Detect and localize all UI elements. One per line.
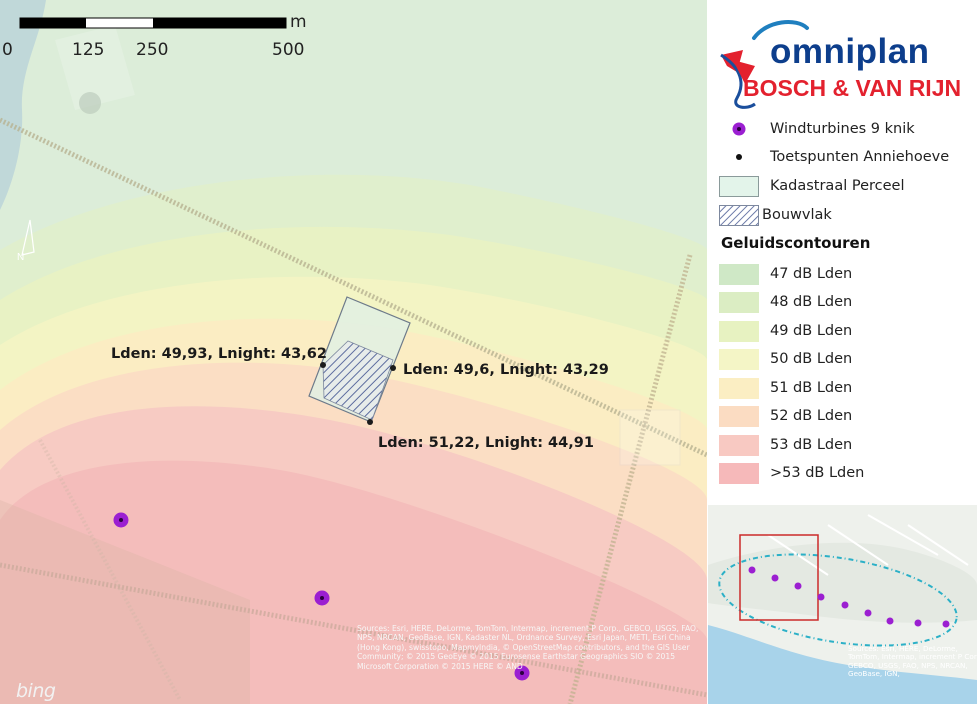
legend-contour-52: 52 dB Lden	[719, 405, 852, 427]
toetspunt-label-2: Lden: 49,6, Lnight: 43,29	[403, 362, 609, 378]
noise-contour-map[interactable]: m 0 125 250 500 N Lden: 49,93, Lnight: 4…	[0, 0, 707, 704]
legend-item-kadastraal-perceel: Kadastraal Perceel	[719, 175, 904, 197]
contour-swatch-gt53	[719, 462, 759, 484]
overview-inset-map[interactable]: Sources: Esri, HERE, DeLorme, TomTom, In…	[708, 505, 977, 704]
omniplan-logo-icon	[720, 20, 809, 109]
legend-contour-gt53: >53 dB Lden	[719, 462, 864, 484]
contour-gt53	[0, 460, 707, 704]
purple-dot-icon	[719, 119, 759, 140]
legend-contour-53: 53 dB Lden	[719, 434, 852, 456]
scalebar-unit: m	[290, 12, 307, 32]
inset-map-layers	[708, 505, 977, 704]
legend-contour-49: 49 dB Lden	[719, 320, 852, 342]
toetspunt-3	[367, 419, 373, 425]
contour-swatch-50	[719, 348, 759, 370]
black-dot-icon	[719, 147, 759, 168]
contour-swatch-53	[719, 434, 759, 456]
legend-contour-48: 48 dB Lden	[719, 291, 852, 313]
bouwvlak	[322, 340, 394, 421]
legend-heading-geluidscontouren: Geluidscontouren	[721, 234, 871, 252]
north-arrow-label: N	[17, 252, 25, 263]
legend-item-bouwvlak: Bouwvlak	[719, 204, 832, 226]
legend-contour-51: 51 dB Lden	[719, 377, 852, 399]
contour-swatch-47	[719, 263, 759, 285]
hatch-swatch-icon	[719, 204, 759, 226]
toetspunt-1	[320, 362, 326, 368]
contour-swatch-49	[719, 320, 759, 342]
bing-logo: bing	[16, 680, 56, 702]
legend-panel: omniplan BOSCH & VAN RIJN Windturbines 9…	[707, 0, 977, 520]
inset-attribution: Sources: Esri, HERE, DeLorme, TomTom, In…	[848, 644, 977, 679]
contour-swatch-51	[719, 377, 759, 399]
legend-item-toetspunten: Toetspunten Anniehoeve	[719, 146, 949, 168]
toetspunt-label-3: Lden: 51,22, Lnight: 44,91	[378, 435, 594, 451]
logo-text-bosch-van-rijn: BOSCH & VAN RIJN	[743, 75, 962, 101]
contour-swatch-48	[719, 291, 759, 313]
logo-text-omniplan: omniplan	[770, 32, 930, 71]
toetspunt-2	[390, 365, 396, 371]
legend-contour-47: 47 dB Lden	[719, 263, 852, 285]
toetspunt-label-1: Lden: 49,93, Lnight: 43,62	[111, 346, 327, 362]
map-layers	[0, 0, 707, 704]
scalebar-tick-250: 250	[136, 40, 169, 60]
map-attribution: Sources: Esri, HERE, DeLorme, TomTom, In…	[357, 624, 699, 671]
legend-item-windturbines: Windturbines 9 knik	[719, 118, 915, 140]
scalebar-tick-0: 0	[2, 40, 13, 60]
legend-contour-50: 50 dB Lden	[719, 348, 852, 370]
scalebar-tick-500: 500	[272, 40, 305, 60]
scalebar-tick-125: 125	[72, 40, 105, 60]
contour-swatch-52	[719, 405, 759, 427]
parcel-swatch-icon	[719, 175, 759, 197]
